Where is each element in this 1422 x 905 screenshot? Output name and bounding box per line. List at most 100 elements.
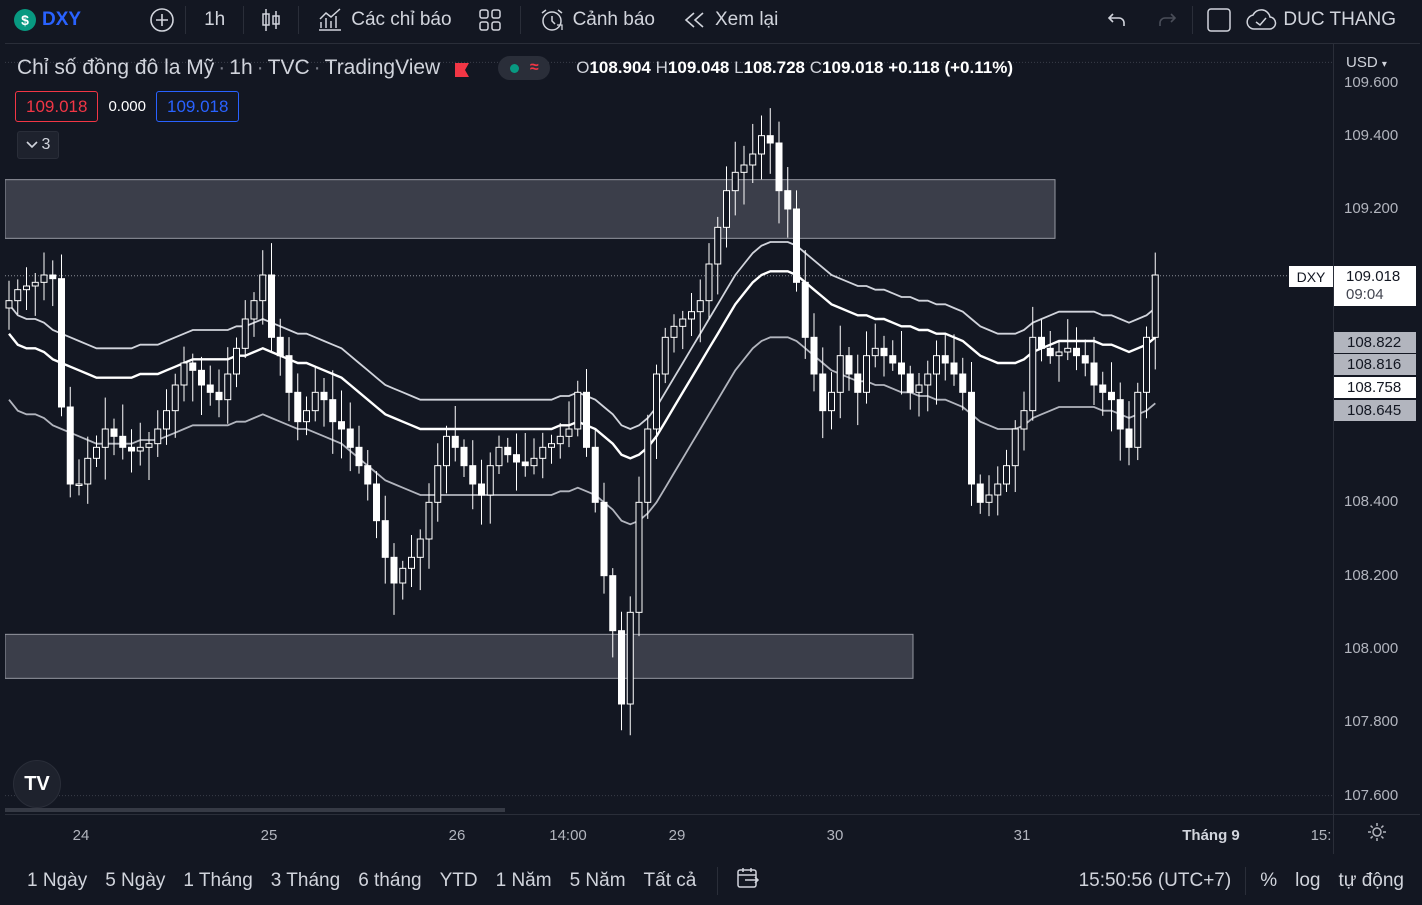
replay-button[interactable]: Xem lại	[665, 0, 788, 40]
candle	[801, 250, 809, 359]
price-zone[interactable]	[5, 633, 914, 679]
sell-price-button[interactable]: 109.018	[15, 91, 99, 122]
layouts-button[interactable]	[462, 0, 520, 40]
chart-pane[interactable]: Chỉ số đồng đô la Mỹ · 1h · TVC · Tradin…	[5, 44, 1333, 814]
candle	[959, 357, 967, 411]
candle	[1029, 306, 1037, 421]
quote-row: 109.018 0.000 109.018	[15, 91, 240, 122]
toolbar-divider	[519, 6, 521, 34]
symbol-search-button[interactable]: $ DXY	[0, 0, 91, 40]
log-scale-button[interactable]: log	[1295, 869, 1321, 891]
range-all-button[interactable]: Tất cả	[643, 869, 697, 891]
cloud-check-icon	[1245, 8, 1277, 32]
range-ytd-button[interactable]: YTD	[439, 869, 478, 891]
range-5y-button[interactable]: 5 Năm	[569, 869, 626, 891]
indicators-button[interactable]: Các chỉ báo	[299, 0, 461, 40]
candle	[635, 476, 643, 637]
legend-source: TradingView	[324, 56, 441, 79]
candle	[128, 429, 135, 473]
price-zone[interactable]	[5, 179, 1056, 239]
candle	[346, 402, 354, 472]
candle	[548, 434, 555, 464]
candle	[1099, 371, 1107, 416]
candle	[23, 267, 30, 310]
fullscreen-button[interactable]	[1193, 0, 1245, 40]
dollar-icon: $	[14, 9, 36, 31]
candle	[924, 360, 932, 412]
chart-settings-button[interactable]	[1333, 814, 1420, 854]
candle	[758, 115, 765, 180]
auto-scale-button[interactable]: tự động	[1338, 869, 1404, 891]
time-label: 25	[260, 827, 278, 844]
candle	[31, 272, 39, 316]
high-value: 109.048	[667, 58, 730, 77]
time-label: 24	[72, 827, 90, 844]
currency-selector[interactable]: USD ▾	[1346, 54, 1387, 71]
time-scrollbar[interactable]	[5, 808, 505, 812]
price-axis[interactable]: USD ▾ 109.600 109.400 109.200 108.400 108.20…	[1333, 44, 1420, 814]
candle	[793, 190, 800, 292]
alert-button[interactable]: Cảnh báo	[521, 0, 665, 40]
candle	[425, 483, 433, 569]
candle	[136, 422, 144, 466]
range-1d-button[interactable]: 1 Ngày	[27, 869, 88, 891]
market-status-pill[interactable]: ≈	[498, 56, 551, 80]
band-basis-tag: 108.758	[1334, 377, 1416, 398]
candle	[688, 293, 695, 337]
legend-title[interactable]: Chỉ số đồng đô la Mỹ	[17, 56, 215, 79]
last-price-symbol-tag: DXY	[1289, 266, 1333, 287]
flag-icon[interactable]	[454, 60, 470, 77]
candle	[171, 373, 179, 438]
candle	[1020, 391, 1028, 451]
buy-price-button[interactable]: 109.018	[156, 91, 240, 122]
save-layout-button[interactable]: DUC THANG	[1245, 0, 1422, 40]
band-line	[8, 336, 1156, 526]
indicators-collapse-button[interactable]: 3	[17, 131, 59, 159]
candle	[224, 347, 232, 424]
square-icon	[1207, 8, 1232, 32]
range-1y-button[interactable]: 1 Năm	[495, 869, 552, 891]
range-3m-button[interactable]: 3 Tháng	[270, 869, 341, 891]
candle	[189, 353, 197, 402]
interval-button[interactable]: 1h	[204, 9, 226, 30]
price-label: 109.400	[1344, 126, 1399, 144]
rewind-icon	[683, 10, 707, 30]
indicators-label: Các chỉ báo	[351, 9, 452, 30]
candle	[819, 347, 827, 439]
candle	[486, 452, 494, 524]
candle	[311, 365, 319, 422]
candle	[749, 123, 757, 184]
compare-button[interactable]	[139, 0, 185, 40]
undo-button[interactable]	[1092, 0, 1142, 40]
percent-scale-button[interactable]: %	[1260, 869, 1278, 891]
date-range-button[interactable]	[718, 867, 778, 894]
range-6m-button[interactable]: 6 tháng	[358, 869, 422, 891]
range-5d-button[interactable]: 5 Ngày	[105, 869, 166, 891]
time-label: 31	[1013, 827, 1031, 844]
candle	[705, 243, 713, 319]
price-label: 108.200	[1344, 566, 1399, 584]
timezone-clock-button[interactable]: 15:50:56 (UTC+7)	[1078, 869, 1232, 891]
time-axis[interactable]: 24 25 26 14:00 29 30 31 Tháng 9 15:	[5, 814, 1333, 854]
candle	[854, 354, 862, 426]
candlestick-chart[interactable]	[5, 44, 1333, 814]
candle	[933, 340, 940, 405]
candle	[355, 425, 363, 474]
close-value: 109.018	[822, 58, 884, 77]
range-1m-button[interactable]: 1 Tháng	[183, 869, 253, 891]
candle	[1125, 401, 1133, 466]
time-label: 26	[448, 827, 466, 844]
candle	[110, 418, 118, 456]
last-price-tag: 109.018 09:04	[1334, 266, 1416, 306]
grid-icon	[478, 8, 502, 32]
candle	[1081, 339, 1089, 377]
candle	[1055, 341, 1063, 382]
chevron-down-icon	[25, 136, 38, 154]
redo-button[interactable]	[1142, 0, 1192, 40]
candle	[329, 370, 337, 454]
open-value: 108.904	[589, 58, 651, 77]
chart-type-button[interactable]	[244, 0, 298, 40]
indicators-icon	[317, 8, 343, 32]
alert-label: Cảnh báo	[572, 9, 655, 30]
tradingview-logo-icon[interactable]: TV	[13, 760, 61, 808]
